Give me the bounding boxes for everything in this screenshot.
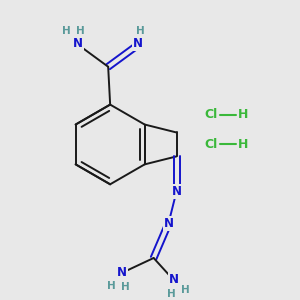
Text: H: H	[181, 285, 190, 295]
Text: N: N	[73, 37, 83, 50]
Text: H: H	[122, 282, 130, 292]
Text: H: H	[238, 108, 248, 121]
Text: N: N	[117, 266, 127, 279]
Text: H: H	[136, 26, 144, 36]
Text: N: N	[169, 273, 178, 286]
Text: Cl: Cl	[205, 138, 218, 151]
Text: N: N	[164, 217, 174, 230]
Text: H: H	[107, 281, 116, 291]
Text: H: H	[167, 289, 176, 299]
Text: N: N	[133, 37, 143, 50]
Text: N: N	[172, 185, 182, 198]
Text: H: H	[238, 138, 248, 151]
Text: H: H	[76, 26, 85, 36]
Text: H: H	[62, 26, 71, 36]
Text: Cl: Cl	[205, 108, 218, 121]
